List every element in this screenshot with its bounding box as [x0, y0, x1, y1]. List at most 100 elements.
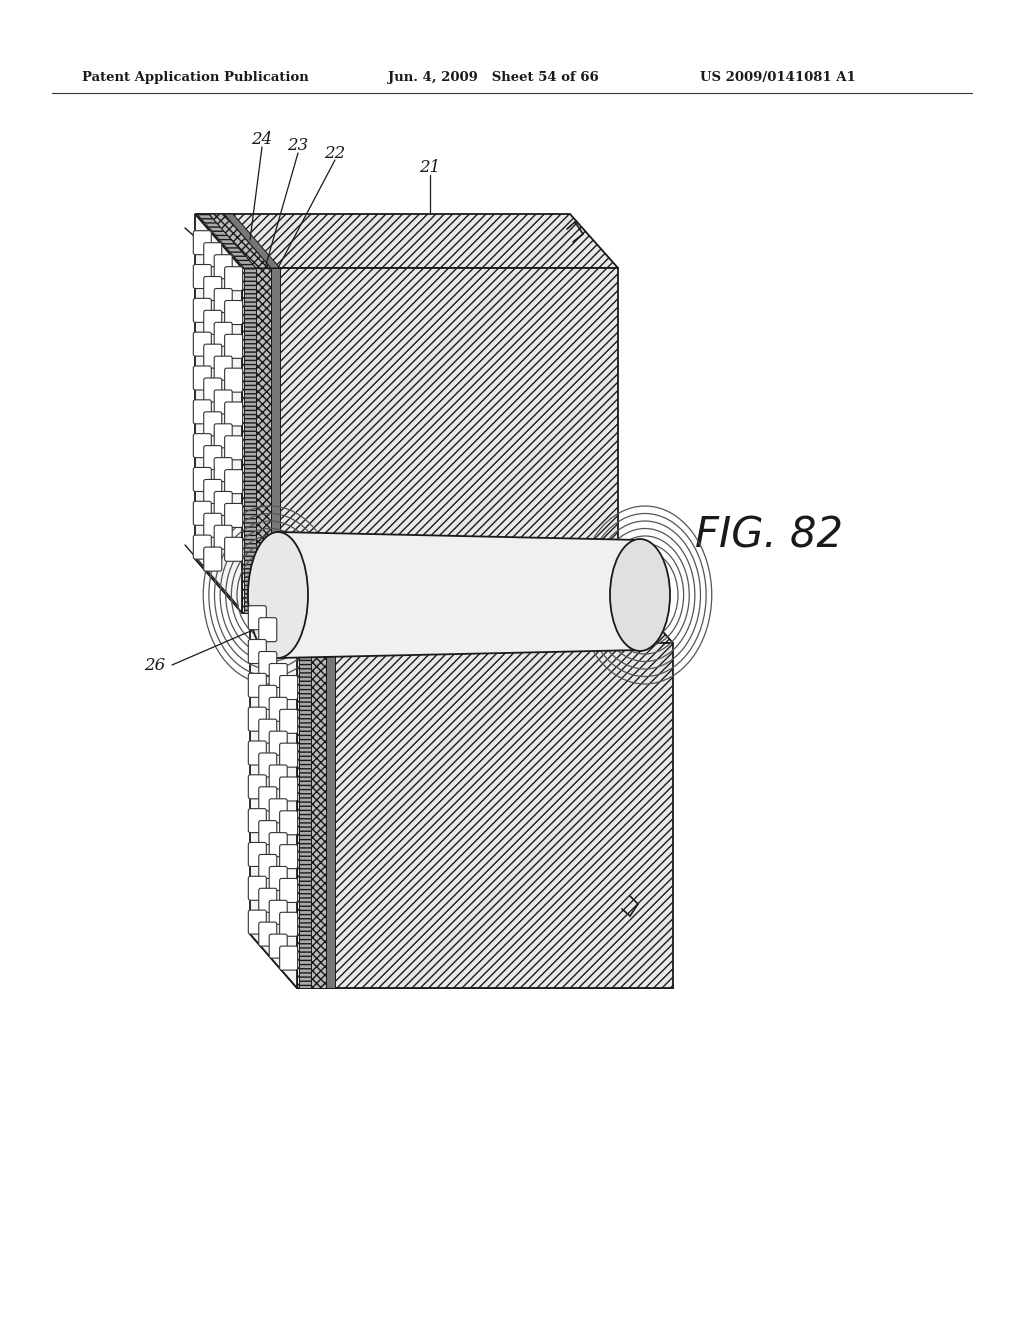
FancyBboxPatch shape: [224, 470, 243, 494]
Text: Jun. 4, 2009   Sheet 54 of 66: Jun. 4, 2009 Sheet 54 of 66: [388, 71, 599, 84]
Polygon shape: [299, 589, 319, 643]
FancyBboxPatch shape: [259, 854, 276, 878]
FancyBboxPatch shape: [194, 298, 211, 322]
FancyBboxPatch shape: [204, 513, 222, 537]
FancyBboxPatch shape: [204, 378, 222, 403]
FancyBboxPatch shape: [280, 810, 298, 834]
FancyBboxPatch shape: [248, 775, 266, 799]
FancyBboxPatch shape: [259, 923, 276, 946]
FancyBboxPatch shape: [194, 264, 211, 289]
FancyBboxPatch shape: [259, 888, 276, 912]
Text: 24: 24: [251, 131, 272, 148]
Text: 22: 22: [325, 144, 346, 161]
FancyBboxPatch shape: [214, 424, 232, 447]
FancyBboxPatch shape: [269, 664, 287, 688]
FancyBboxPatch shape: [248, 673, 266, 697]
Text: FIG. 82: FIG. 82: [695, 513, 843, 556]
Polygon shape: [311, 643, 326, 987]
Text: 23: 23: [288, 137, 308, 154]
FancyBboxPatch shape: [204, 345, 222, 368]
FancyBboxPatch shape: [248, 876, 266, 900]
FancyBboxPatch shape: [280, 743, 298, 767]
Polygon shape: [278, 532, 640, 657]
FancyBboxPatch shape: [280, 676, 298, 700]
Polygon shape: [271, 268, 280, 612]
Polygon shape: [311, 589, 334, 643]
Polygon shape: [197, 214, 256, 268]
FancyBboxPatch shape: [259, 787, 276, 810]
FancyBboxPatch shape: [194, 400, 211, 424]
FancyBboxPatch shape: [214, 289, 232, 313]
FancyBboxPatch shape: [194, 366, 211, 389]
FancyBboxPatch shape: [204, 546, 222, 572]
FancyBboxPatch shape: [224, 334, 243, 358]
FancyBboxPatch shape: [248, 741, 266, 766]
FancyBboxPatch shape: [269, 866, 287, 891]
FancyBboxPatch shape: [259, 719, 276, 743]
FancyBboxPatch shape: [269, 731, 287, 755]
FancyBboxPatch shape: [214, 491, 232, 515]
Polygon shape: [326, 643, 335, 987]
FancyBboxPatch shape: [194, 231, 211, 255]
Polygon shape: [250, 935, 673, 987]
FancyBboxPatch shape: [224, 537, 243, 561]
FancyBboxPatch shape: [204, 243, 222, 267]
FancyBboxPatch shape: [280, 878, 298, 903]
FancyBboxPatch shape: [204, 446, 222, 470]
FancyBboxPatch shape: [280, 946, 298, 970]
FancyBboxPatch shape: [194, 434, 211, 458]
Polygon shape: [209, 214, 271, 268]
FancyBboxPatch shape: [269, 935, 287, 958]
Polygon shape: [250, 589, 297, 987]
Text: Patent Application Publication: Patent Application Publication: [82, 71, 309, 84]
FancyBboxPatch shape: [204, 310, 222, 334]
Ellipse shape: [248, 532, 308, 657]
FancyBboxPatch shape: [280, 777, 298, 801]
FancyBboxPatch shape: [269, 900, 287, 924]
Polygon shape: [299, 643, 311, 987]
FancyBboxPatch shape: [194, 333, 211, 356]
FancyBboxPatch shape: [248, 842, 266, 866]
FancyBboxPatch shape: [224, 368, 243, 392]
FancyBboxPatch shape: [248, 909, 266, 935]
FancyBboxPatch shape: [224, 436, 243, 459]
FancyBboxPatch shape: [269, 697, 287, 721]
FancyBboxPatch shape: [280, 709, 298, 734]
FancyBboxPatch shape: [259, 618, 276, 642]
FancyBboxPatch shape: [259, 821, 276, 845]
Polygon shape: [195, 214, 618, 268]
FancyBboxPatch shape: [248, 708, 266, 731]
Polygon shape: [195, 214, 242, 612]
Polygon shape: [224, 214, 280, 268]
FancyBboxPatch shape: [248, 809, 266, 833]
FancyBboxPatch shape: [224, 403, 243, 426]
Ellipse shape: [610, 539, 670, 651]
Polygon shape: [256, 268, 271, 612]
FancyBboxPatch shape: [194, 467, 211, 491]
FancyBboxPatch shape: [214, 356, 232, 380]
Polygon shape: [242, 268, 618, 612]
FancyBboxPatch shape: [204, 479, 222, 503]
FancyBboxPatch shape: [269, 833, 287, 857]
Text: 26: 26: [144, 656, 166, 673]
FancyBboxPatch shape: [214, 525, 232, 549]
FancyBboxPatch shape: [214, 255, 232, 279]
FancyBboxPatch shape: [269, 766, 287, 789]
FancyBboxPatch shape: [280, 912, 298, 936]
FancyBboxPatch shape: [204, 412, 222, 436]
FancyBboxPatch shape: [248, 639, 266, 664]
Polygon shape: [250, 589, 673, 643]
FancyBboxPatch shape: [259, 752, 276, 777]
FancyBboxPatch shape: [280, 845, 298, 869]
FancyBboxPatch shape: [224, 267, 243, 290]
FancyBboxPatch shape: [204, 276, 222, 301]
FancyBboxPatch shape: [194, 535, 211, 560]
FancyBboxPatch shape: [259, 652, 276, 676]
Polygon shape: [326, 589, 343, 643]
FancyBboxPatch shape: [224, 503, 243, 528]
FancyBboxPatch shape: [248, 606, 266, 630]
FancyBboxPatch shape: [269, 799, 287, 822]
FancyBboxPatch shape: [214, 322, 232, 346]
Text: 21: 21: [420, 160, 440, 177]
Polygon shape: [297, 643, 673, 987]
